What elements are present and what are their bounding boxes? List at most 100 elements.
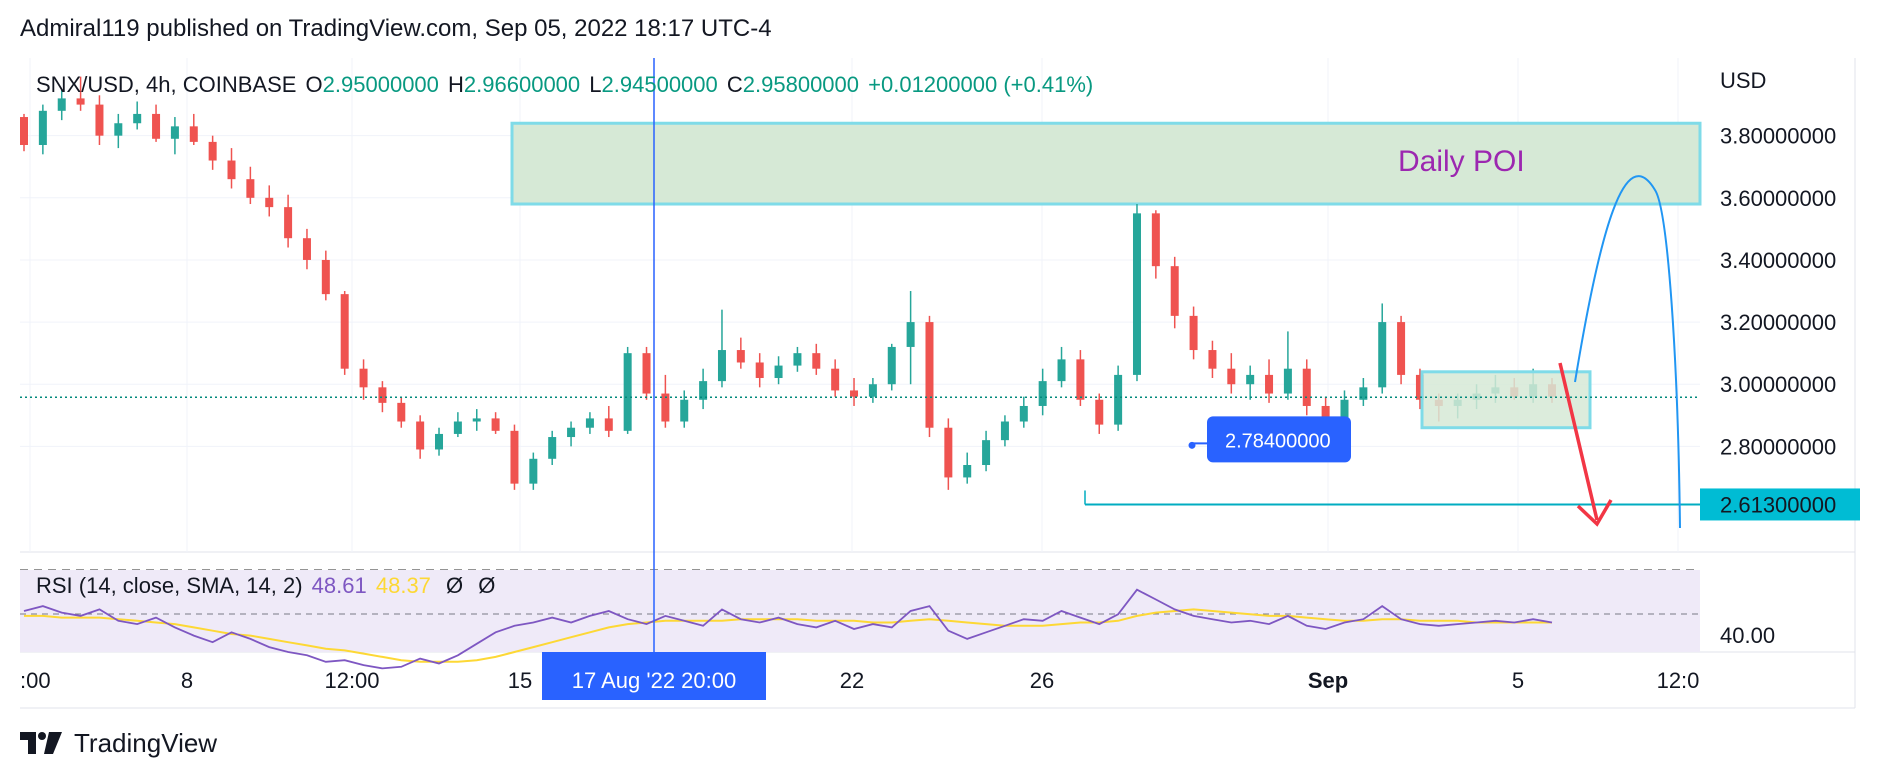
candle-body: [302, 238, 311, 260]
low-marker-label: 2.78400000: [1225, 430, 1331, 452]
close-value: 2.95800000: [742, 72, 860, 97]
candle-body: [340, 294, 349, 369]
bearish-arrow-head: [1576, 499, 1613, 527]
candle-body: [604, 418, 613, 431]
candle-body: [548, 437, 557, 459]
daily-poi-zone: [510, 121, 1702, 206]
candle-body: [95, 104, 104, 136]
candle-body: [812, 353, 821, 369]
candle-body: [265, 197, 274, 208]
candle-body: [1340, 399, 1349, 425]
eye-off-icon[interactable]: Ø: [446, 573, 464, 598]
close-label: C: [726, 72, 743, 97]
candle-body: [472, 418, 481, 422]
candle-body: [793, 353, 802, 366]
candle-body: [1038, 381, 1047, 406]
tradingview-logo-icon[interactable]: [20, 732, 64, 754]
candle-body: [453, 421, 462, 434]
candle-body: [850, 390, 859, 397]
candle-body: [717, 350, 726, 382]
crosshair-time-badge: [542, 652, 766, 700]
candle-body: [585, 418, 594, 428]
candle-body: [1302, 368, 1311, 406]
candle-body: [699, 381, 708, 400]
publisher-line: Admiral119 published on TradingView.com,…: [20, 15, 772, 42]
candle-body: [567, 427, 576, 438]
rsi-sma-line: [24, 608, 1552, 663]
eye-off-icon[interactable]: Ø: [478, 573, 496, 598]
candle-body: [755, 362, 764, 379]
symbol-name[interactable]: SNX/USD, 4h, COINBASE: [36, 72, 297, 97]
candle-body: [38, 110, 47, 145]
candle-body: [321, 259, 330, 295]
x-axis-tick-label: :00: [20, 668, 51, 693]
x-axis-tick-label: 22: [840, 668, 864, 693]
candle-body: [1321, 405, 1330, 425]
x-axis-tick-label: 12:00: [324, 668, 379, 693]
candle-body: [925, 322, 934, 428]
candle-body: [1057, 359, 1066, 382]
candle-body: [1151, 213, 1160, 267]
rsi-sma-value: 48.37: [375, 573, 431, 598]
candle-body: [529, 458, 538, 484]
open-value: 2.95000000: [322, 72, 439, 97]
change-value: +0.01200000 (+0.41%): [868, 72, 1094, 97]
candle-body: [1265, 374, 1274, 394]
candle-body: [246, 179, 255, 198]
candle-body: [736, 350, 745, 363]
rsi-axis-tick-label: 40.00: [1720, 623, 1775, 648]
candle-body: [435, 433, 444, 450]
y-axis-tick-label: 3.20000000: [1720, 310, 1836, 335]
candle-body: [189, 126, 198, 142]
candle-body: [1095, 399, 1104, 425]
x-axis-tick-label: Sep: [1308, 668, 1348, 693]
consolidation-box: [1420, 370, 1592, 430]
crosshair-time-label: 17 Aug '22 20:00: [572, 668, 736, 693]
high-value: 2.96600000: [463, 72, 581, 97]
candle-body: [1246, 374, 1255, 385]
y-axis-tick-label: 3.40000000: [1720, 248, 1836, 273]
candle-body: [170, 126, 179, 139]
candle-body: [831, 368, 840, 391]
candle-body: [906, 322, 915, 347]
symbol-legend: SNX/USD, 4h, COINBASE O2.95000000 H2.966…: [36, 72, 1096, 98]
candle-body: [1415, 374, 1424, 400]
candle-body: [1397, 322, 1406, 375]
y-axis-tick-label: 2.80000000: [1720, 434, 1836, 459]
candle-body: [963, 465, 972, 478]
candle-body: [1114, 374, 1123, 425]
candle-body: [57, 98, 66, 111]
candle-body: [378, 387, 387, 403]
candle-body: [510, 430, 519, 484]
x-axis-tick-label: 26: [1030, 668, 1054, 693]
candle-body: [1189, 315, 1198, 351]
rsi-title[interactable]: RSI (14, close, SMA, 14, 2): [36, 573, 303, 598]
tradingview-brand[interactable]: TradingView: [74, 727, 218, 758]
rsi-band-background: [20, 570, 1700, 652]
candle-body: [1283, 368, 1292, 394]
candle-body: [1019, 405, 1028, 422]
low-marker-dot: [1188, 441, 1196, 449]
rsi-line: [23, 588, 1553, 670]
candle-body: [623, 353, 632, 431]
candle-body: [152, 113, 161, 139]
rsi-value: 48.61: [311, 573, 367, 598]
candle-body: [1076, 359, 1085, 400]
candle-body: [397, 402, 406, 422]
rsi-legend: RSI (14, close, SMA, 14, 2) 48.61 48.37 …: [36, 573, 498, 599]
candle-body: [133, 113, 142, 124]
candle-body: [774, 365, 783, 379]
support-price-label: 2.61300000: [1720, 492, 1836, 517]
y-axis-tick-label: 3.00000000: [1720, 372, 1836, 397]
candle-body: [208, 141, 217, 161]
candle-body: [642, 353, 651, 394]
candle-body: [661, 393, 670, 422]
candle-body: [944, 427, 953, 478]
candle-body: [114, 123, 123, 136]
candle-body: [416, 421, 425, 450]
high-label: H: [448, 72, 464, 97]
candle-body: [868, 384, 877, 397]
daily-poi-label: Daily POI: [1398, 145, 1525, 178]
candle-body: [284, 207, 293, 239]
